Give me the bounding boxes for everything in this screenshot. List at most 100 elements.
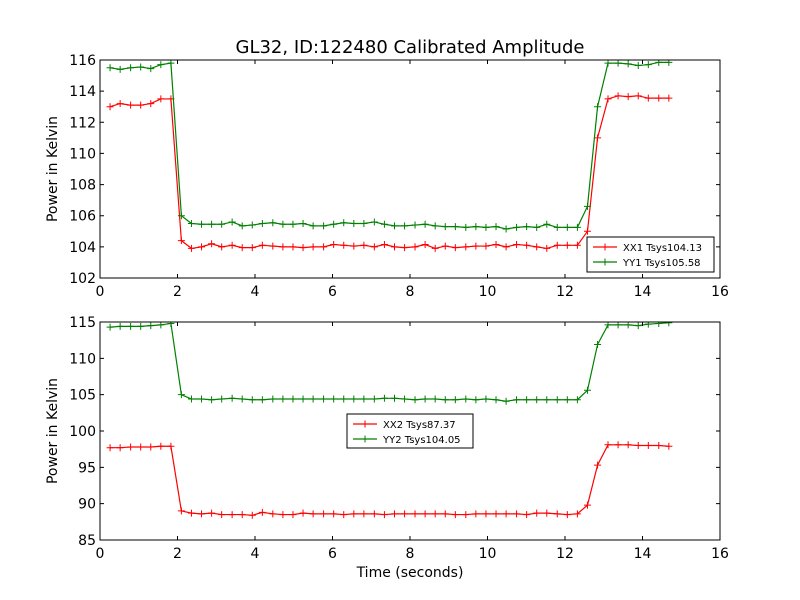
data-point [583,386,591,394]
data-point [127,64,135,72]
y-tick-label: 85 [78,533,96,549]
top-chart: 0 2 4 6 8 10 12 14 16 102 104 106 108 110 112 114 116 Pow… [45,53,729,300]
legend-marker [361,435,369,443]
data-point [157,322,165,329]
legend-label: XX1 Tsys104.13 [623,243,702,254]
data-point [360,510,368,518]
data-point [187,395,195,403]
data-point [523,241,531,249]
data-point [116,100,124,108]
data-point [421,220,429,228]
data-point [279,395,287,403]
data-point [380,220,388,228]
series-1 [106,92,673,252]
data-point [451,396,459,404]
data-point [543,220,551,228]
data-point [583,227,591,235]
x-tick-label: 16 [711,284,729,300]
data-point [289,511,297,519]
data-point [644,94,652,102]
data-point [187,220,195,227]
legend-marker [601,243,609,251]
y-tick-label: 110 [69,351,96,367]
legend-entry: YY2 Tsys104.05 [353,435,461,446]
data-point [391,394,398,402]
x-tick-label: 8 [406,546,415,562]
data-point [614,92,622,100]
data-point [441,510,449,518]
data-point [370,510,378,518]
data-point [655,94,663,102]
data-point [258,396,266,404]
data-point [228,241,236,249]
series-2 [106,322,673,405]
data-point [513,510,521,518]
data-point [248,396,256,404]
data-point [665,322,673,327]
legend-entry: XX2 Tsys87.37 [353,420,456,431]
data-point [614,441,622,449]
data-point [401,395,409,403]
data-point [360,220,368,227]
data-point [655,322,663,327]
data-point [238,511,246,519]
y-tick-label: 114 [69,84,96,100]
data-point [624,441,632,449]
y-tick-label: 108 [69,178,96,194]
data-point [147,65,155,73]
x-tick-label: 14 [634,284,652,300]
data-point [177,507,185,515]
data-point [655,442,663,450]
legend-box [586,236,715,273]
data-point [523,396,531,404]
data-point [258,241,266,249]
y-axis-label: Power in Kelvin [45,378,61,484]
data-point [523,511,531,519]
x-tick-label: 16 [711,546,729,562]
y-tick-label: 95 [78,460,96,476]
data-point [401,510,409,518]
data-point [462,395,470,403]
data-point [634,322,642,330]
data-point [573,510,581,518]
data-point [320,243,328,251]
data-point [624,60,632,68]
data-point [127,322,135,330]
x-tick-label: 10 [479,546,497,562]
data-point [137,101,145,109]
data-point [502,510,510,518]
data-point [330,220,338,228]
series-1 [106,441,673,519]
data-point [137,322,145,330]
legend: XX1 Tsys104.13 YY1 Tsys105.58 [586,236,715,273]
y-tick-label: 105 [69,388,96,404]
data-point [502,225,510,233]
data-point [472,223,480,231]
data-point [198,220,206,228]
legend-label: XX2 Tsys87.37 [383,420,456,431]
data-point [320,222,328,230]
data-point [553,396,561,404]
data-point [411,396,419,404]
data-point [309,510,317,518]
data-point [238,222,246,230]
data-point [513,223,521,231]
data-point [208,396,216,404]
data-point [482,223,490,231]
data-point [218,395,226,403]
data-point [431,244,439,252]
data-point [553,510,561,518]
data-point [340,395,348,403]
y-tick-label: 90 [78,497,96,513]
data-point [513,396,521,404]
data-point [482,510,490,518]
series-2 [106,60,673,233]
x-tick-label: 8 [406,284,415,300]
data-point [380,241,388,249]
x-tick-label: 2 [173,284,182,300]
data-point [482,395,490,403]
data-point [573,396,581,404]
data-point [320,510,328,518]
x-tick-label: 6 [328,284,337,300]
